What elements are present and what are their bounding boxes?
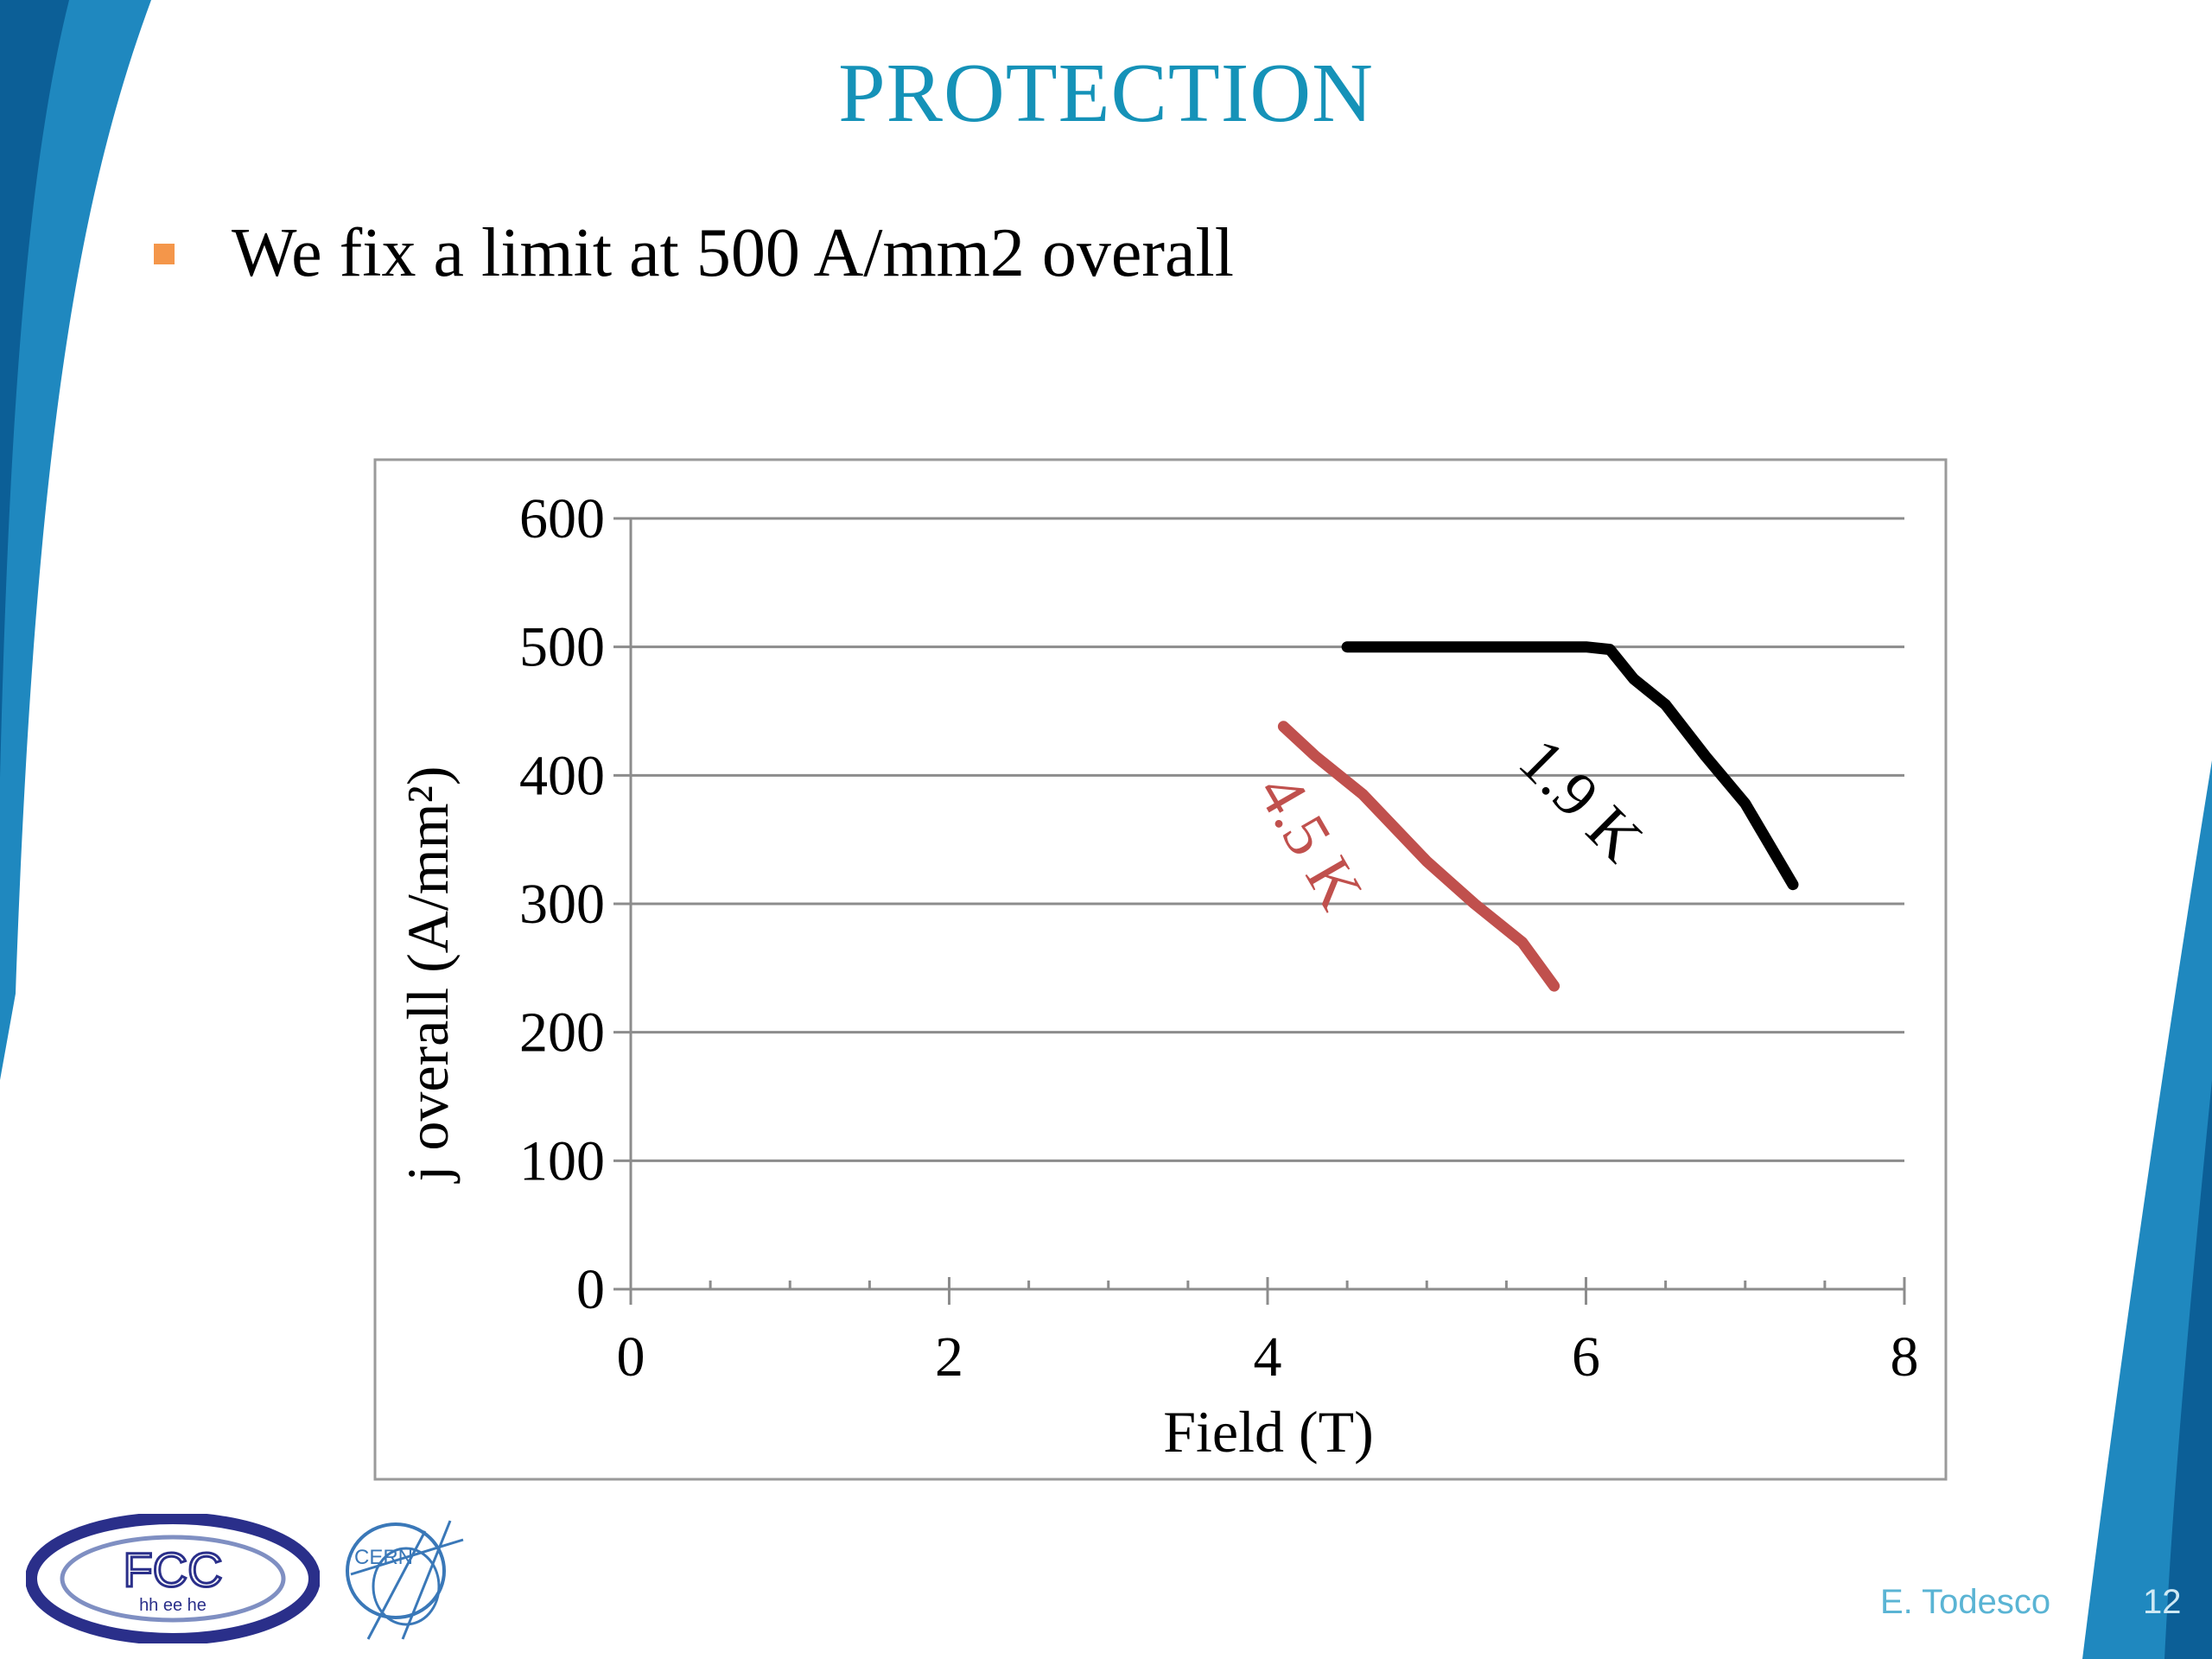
- left-light-swoosh: [0, 0, 69, 778]
- x-tick-label: 8: [1891, 1325, 1919, 1389]
- y-tick-label: 600: [519, 487, 605, 550]
- x-axis-label: Field (T): [1163, 1399, 1374, 1465]
- x-tick-label: 2: [935, 1325, 963, 1389]
- cern-logo-text: CERN: [354, 1546, 413, 1569]
- y-tick-label: 200: [519, 1001, 605, 1065]
- y-tick-labels: 0 100 200 300 400 500 600: [519, 487, 605, 1321]
- cern-logo: CERN: [346, 1520, 464, 1640]
- fcc-logo-sub-text: hh ee he: [139, 1596, 207, 1615]
- x-tick-label: 4: [1254, 1325, 1282, 1389]
- page-number: 12: [2143, 1583, 2182, 1621]
- series-line-0: [1341, 641, 1799, 891]
- chart: 0 100 200 300 400 500 600 0 2 4 6 8 Field (T) j ov…: [373, 458, 1948, 1481]
- y-axis-label: j overall (A/mm²): [395, 766, 461, 1183]
- x-tick-label: 0: [617, 1325, 645, 1389]
- grid-lines: [631, 517, 1904, 1162]
- y-tick-label: 100: [519, 1129, 605, 1192]
- fcc-logo: FCC hh ee he: [26, 1514, 320, 1643]
- series-lines: [1277, 641, 1799, 992]
- y-tick-label: 300: [519, 873, 605, 936]
- y-tick-label: 400: [519, 744, 605, 807]
- x-tick-labels: 0 2 4 6 8: [617, 1325, 1919, 1389]
- axes: [613, 517, 1906, 1305]
- bullet-text: We fix a limit at 500 A/mm2 overall: [232, 215, 1234, 291]
- fcc-logo-main-text: FCC: [123, 1542, 222, 1597]
- chart-frame: [373, 458, 1948, 1481]
- slide-title: PROTECTION: [838, 47, 1374, 140]
- series-line-1: [1277, 721, 1560, 992]
- bullet-item: We fix a limit at 500 A/mm2 overall: [154, 214, 1234, 293]
- y-tick-label: 0: [576, 1258, 605, 1321]
- left-blue-swoosh: [0, 0, 151, 1080]
- author-footer: E. Todesco: [1880, 1583, 2051, 1621]
- square-bullet-icon: [154, 243, 175, 264]
- y-tick-label: 500: [519, 616, 605, 679]
- x-tick-label: 6: [1572, 1325, 1600, 1389]
- right-dark-swoosh: [2164, 1080, 2212, 1659]
